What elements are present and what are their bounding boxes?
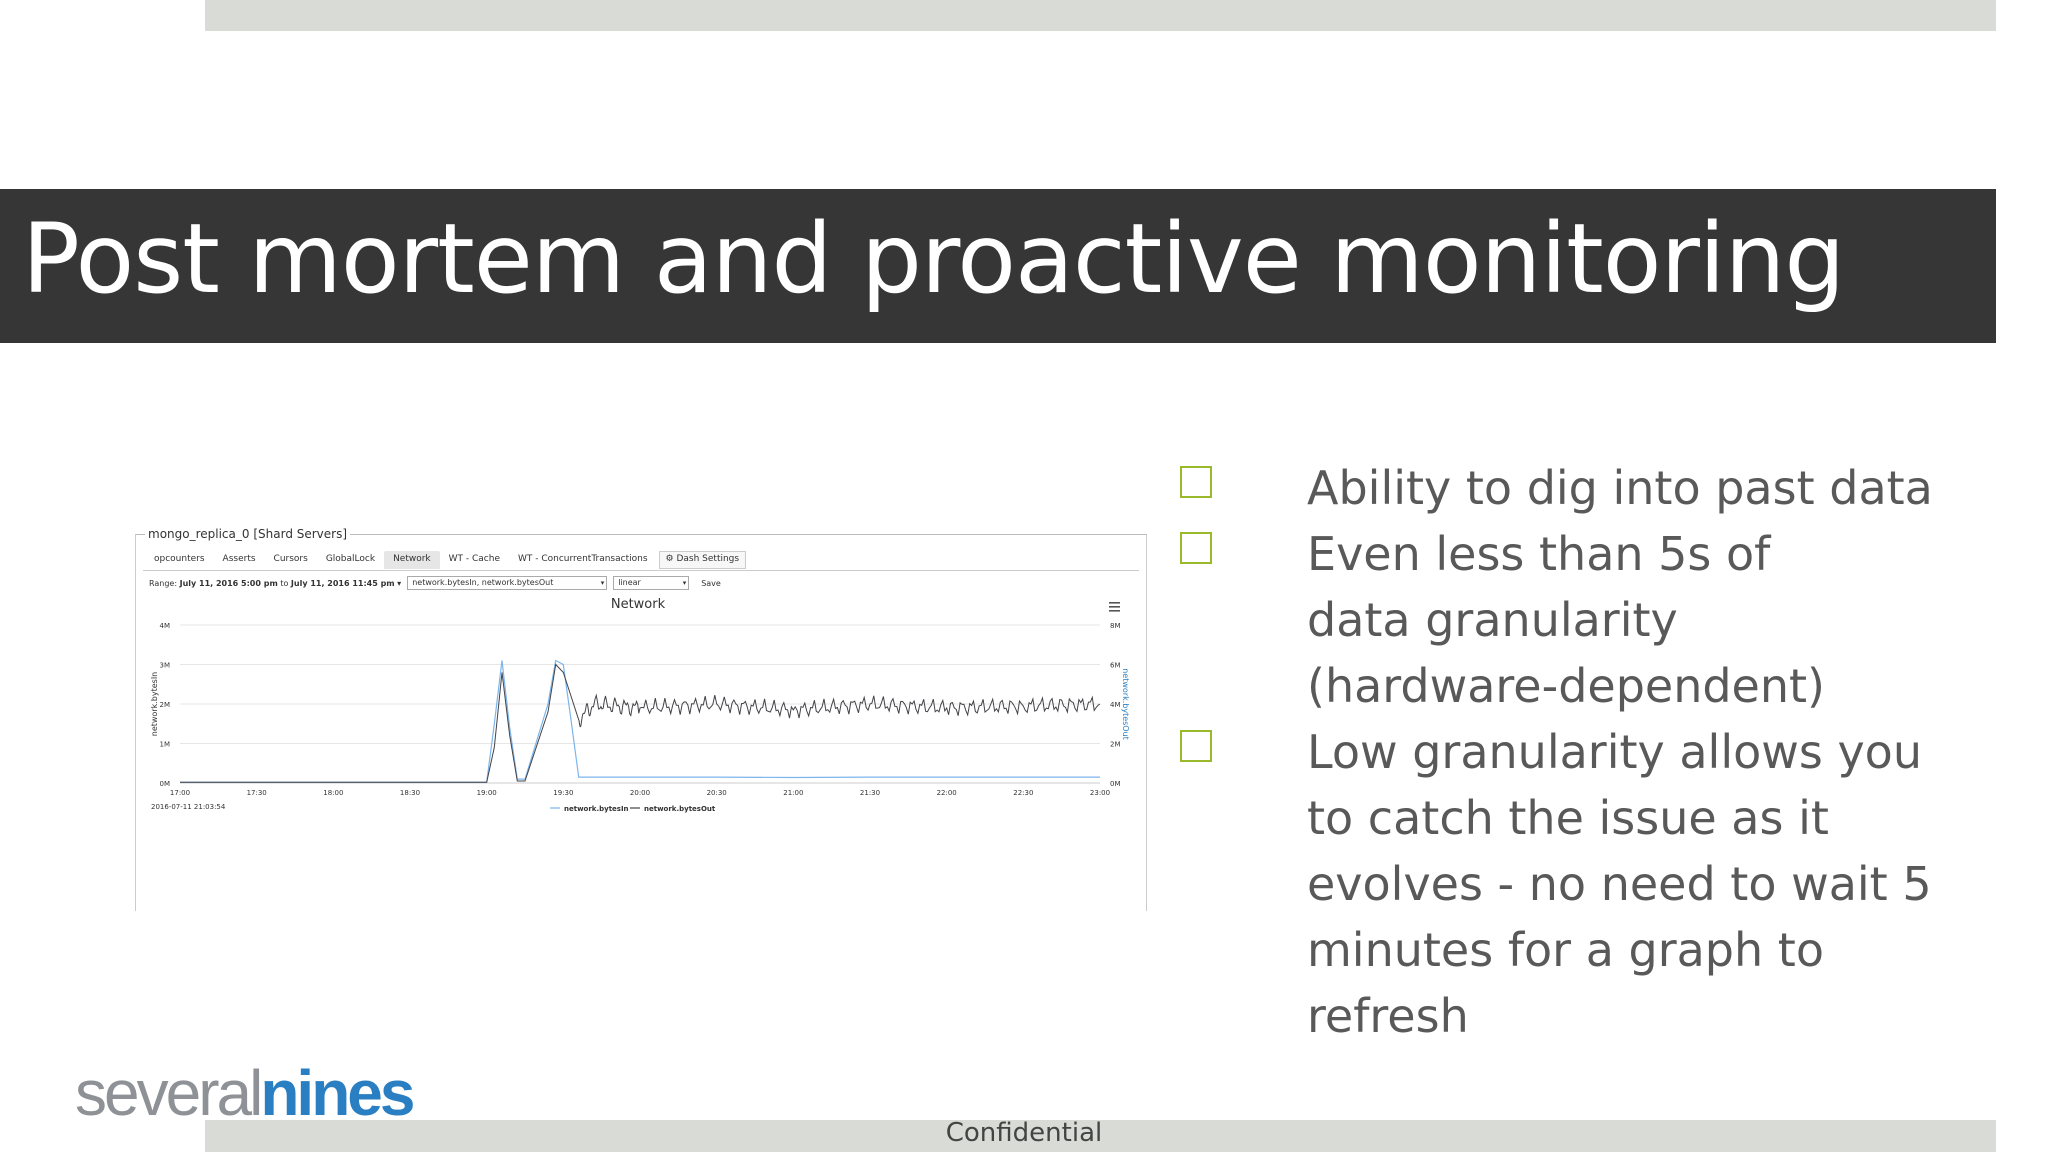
- range-row: Range: July 11, 2016 5:00 pm to July 11,…: [149, 575, 721, 591]
- series-line-network-bytesIn: [180, 659, 1100, 783]
- bullet-item: Low granularity allows you to catch the …: [1180, 719, 1980, 1049]
- chevron-down-icon: ▾: [682, 579, 687, 587]
- y-left-tick-label: 1M: [160, 741, 171, 749]
- x-tick-label: 22:00: [937, 789, 957, 797]
- scale-select[interactable]: linear ▾: [613, 576, 690, 590]
- y-left-tick-label: 3M: [160, 662, 171, 670]
- dash-settings-label: Dash Settings: [676, 554, 740, 564]
- range-to: to: [280, 578, 289, 588]
- top-bar: [205, 0, 1996, 31]
- range-start[interactable]: July 11, 2016 5:00 pm: [179, 578, 278, 588]
- checkbox-icon: [1180, 532, 1212, 564]
- x-tick-label: 18:30: [400, 789, 420, 797]
- tab-cursors[interactable]: Cursors: [273, 554, 308, 564]
- tab-opcounters[interactable]: opcounters: [154, 554, 205, 564]
- y-left-label: network.bytesIn: [150, 672, 159, 737]
- network-chart: Network 0M 0M 1M 2M 2M 4M 3M 6M 4M 8M 17:00 17:30 18…: [150, 597, 1130, 813]
- save-button[interactable]: Save: [701, 578, 721, 588]
- title-band: Post mortem and proactive monitoring: [0, 189, 1996, 343]
- y-left-tick-label: 2M: [160, 701, 171, 709]
- scale-select-value: linear: [618, 578, 641, 587]
- dash-settings-button[interactable]: ⚙ Dash Settings: [658, 551, 747, 569]
- tab-wt-cache[interactable]: WT - Cache: [448, 554, 500, 564]
- tab-network[interactable]: Network: [384, 551, 440, 569]
- tab-divider: [143, 570, 1139, 571]
- x-tick-label: 17:00: [170, 789, 190, 797]
- y-left-tick-label: 0M: [160, 780, 171, 788]
- range-end[interactable]: July 11, 2016 11:45 pm: [290, 578, 395, 588]
- x-tick-label: 19:30: [553, 789, 573, 797]
- chart-timestamp: 2016-07-11 21:03:54: [151, 803, 226, 811]
- y-right-tick-label: 4M: [1110, 701, 1121, 709]
- series-line-network-bytesOut: [180, 663, 1101, 783]
- x-tick-label: 20:00: [630, 789, 650, 797]
- y-right-tick-label: 2M: [1110, 741, 1121, 749]
- checkbox-icon: [1180, 730, 1212, 762]
- metrics-select-value: network.bytesIn, network.bytesOut: [412, 578, 554, 587]
- x-tick-label: 20:30: [707, 789, 727, 797]
- checkbox-icon: [1180, 466, 1212, 498]
- legend-label[interactable]: network.bytesIn: [564, 805, 629, 813]
- bullet-text: Low granularity allows you to catch the …: [1307, 725, 1932, 1043]
- tab-bar: opcounters Asserts Cursors GlobalLock Ne…: [145, 551, 747, 569]
- x-tick-label: 18:00: [323, 789, 343, 797]
- group-title: mongo_replica_0 [Shard Servers]: [145, 527, 351, 541]
- gear-icon: ⚙: [665, 554, 674, 564]
- bullet-item: Even less than 5s of data granularity (h…: [1180, 521, 1980, 719]
- x-tick-label: 22:30: [1013, 789, 1033, 797]
- tab-globallock[interactable]: GlobalLock: [325, 554, 376, 564]
- y-right-label: network.bytesOut: [1121, 668, 1130, 740]
- footer-confidential: Confidential: [945, 1118, 1103, 1148]
- x-tick-label: 21:00: [783, 789, 803, 797]
- severalnines-logo: severalnines: [75, 1056, 415, 1130]
- x-tick-label: 21:30: [860, 789, 880, 797]
- logo-text-several: several: [75, 1057, 263, 1129]
- y-left-tick-label: 4M: [160, 622, 171, 630]
- range-label: Range:: [149, 578, 178, 588]
- logo-text-nines: nines: [260, 1057, 415, 1129]
- bullet-text: Even less than 5s of data granularity (h…: [1307, 527, 1825, 713]
- y-right-tick-label: 8M: [1110, 622, 1121, 630]
- dashboard-frame: [135, 534, 1147, 911]
- y-right-tick-label: 0M: [1110, 780, 1121, 788]
- tab-asserts[interactable]: Asserts: [222, 554, 256, 564]
- bullet-item: Ability to dig into past data: [1180, 455, 1980, 521]
- dashboard-screenshot: mongo_replica_0 [Shard Servers] opcounte…: [135, 523, 1147, 911]
- y-right-tick-label: 6M: [1110, 662, 1121, 670]
- chevron-down-icon: ▾: [600, 579, 605, 587]
- range-dropdown-icon[interactable]: ▾: [394, 578, 402, 588]
- bullet-text: Ability to dig into past data: [1307, 461, 1933, 515]
- legend-label[interactable]: network.bytesOut: [644, 805, 716, 813]
- bottom-bar: [205, 1120, 1996, 1152]
- bullet-list: Ability to dig into past data Even less …: [1180, 455, 1980, 1049]
- tab-wt-concurrent[interactable]: WT - ConcurrentTransactions: [518, 554, 648, 564]
- metrics-select[interactable]: network.bytesIn, network.bytesOut ▾: [407, 576, 608, 590]
- x-tick-label: 19:00: [477, 789, 497, 797]
- chart-title: Network: [611, 597, 666, 612]
- x-tick-label: 23:00: [1090, 789, 1110, 797]
- x-tick-label: 17:30: [247, 789, 267, 797]
- slide-title: Post mortem and proactive monitoring: [22, 203, 1845, 315]
- chart-menu-icon[interactable]: [1109, 602, 1120, 612]
